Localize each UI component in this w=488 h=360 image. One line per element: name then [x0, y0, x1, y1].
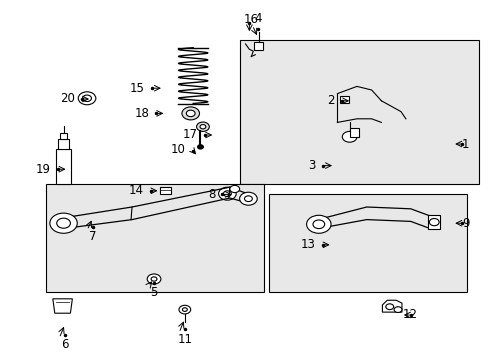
Bar [46, 184, 264, 292]
Circle shape [179, 305, 190, 314]
Bar [254, 42, 263, 50]
Text: 12: 12 [402, 309, 417, 321]
Circle shape [218, 187, 236, 200]
Text: 7: 7 [89, 230, 97, 243]
Text: 19: 19 [35, 163, 50, 176]
Text: 1: 1 [461, 138, 468, 150]
Circle shape [342, 131, 356, 142]
Text: 5: 5 [150, 286, 158, 299]
Circle shape [151, 277, 157, 281]
Circle shape [239, 192, 257, 205]
Circle shape [312, 220, 324, 229]
Circle shape [197, 145, 203, 149]
Circle shape [393, 307, 401, 312]
Bar [239, 40, 478, 184]
Polygon shape [382, 300, 401, 312]
Circle shape [182, 107, 199, 120]
Circle shape [182, 308, 187, 311]
Bar [427, 215, 439, 229]
Circle shape [82, 95, 91, 102]
Circle shape [306, 215, 330, 233]
Bar [339, 96, 348, 103]
Bar [56, 149, 71, 184]
Circle shape [186, 110, 195, 117]
Text: 6: 6 [61, 338, 69, 351]
Circle shape [147, 274, 161, 284]
Circle shape [428, 219, 438, 226]
Text: 8: 8 [207, 188, 215, 201]
Circle shape [50, 213, 77, 233]
Text: 17: 17 [183, 129, 198, 141]
Polygon shape [53, 299, 72, 313]
Circle shape [200, 125, 205, 129]
Text: 9: 9 [461, 217, 468, 230]
Text: 10: 10 [171, 143, 185, 156]
Text: 18: 18 [134, 107, 149, 120]
Circle shape [78, 92, 96, 105]
Text: 4: 4 [254, 12, 262, 25]
Text: 3: 3 [307, 159, 315, 172]
Circle shape [229, 185, 239, 193]
Text: 11: 11 [177, 333, 192, 346]
Text: 16: 16 [243, 13, 258, 26]
Circle shape [196, 122, 209, 131]
Circle shape [223, 191, 231, 197]
Bar [160, 187, 170, 194]
Circle shape [57, 218, 70, 228]
Bar [59, 139, 68, 149]
Text: 14: 14 [128, 184, 143, 197]
Text: 15: 15 [129, 82, 144, 95]
Bar [268, 194, 466, 292]
Text: 2: 2 [327, 94, 334, 107]
Bar [349, 128, 359, 137]
Text: 20: 20 [60, 93, 75, 105]
Circle shape [244, 196, 252, 202]
Text: 13: 13 [300, 238, 315, 251]
Bar [60, 133, 67, 139]
Circle shape [385, 304, 393, 310]
